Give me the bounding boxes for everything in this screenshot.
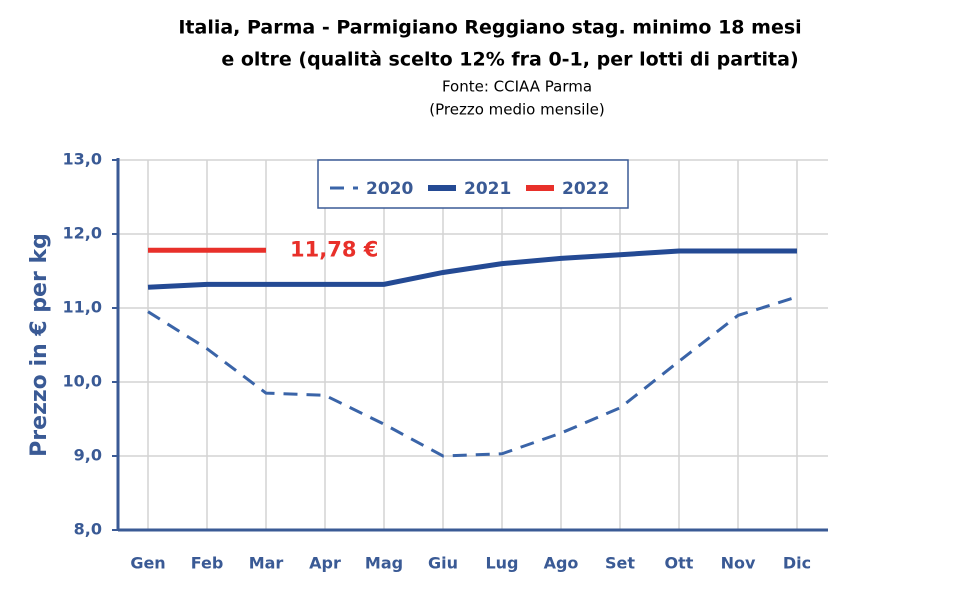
line-series — [147, 248, 797, 290]
y-axis-label: Prezzo in € per kg — [27, 233, 52, 457]
annotation: 11,78 € — [290, 237, 378, 261]
x-tick-label: Dic — [783, 554, 811, 573]
y-tick-label: 13,0 — [63, 150, 102, 169]
subtitle: Fonte: CCIAA Parma — [442, 78, 592, 96]
legend-label: 2022 — [562, 179, 609, 199]
y-tick-label: 10,0 — [63, 372, 102, 391]
x-tick-label: Mag — [365, 554, 403, 573]
x-tick-label: Gen — [130, 554, 165, 573]
chart-title: Italia, Parma - Parmigiano Reggiano stag… — [178, 17, 801, 39]
y-tick-label: 12,0 — [63, 224, 102, 243]
x-tick-label: Nov — [721, 554, 756, 573]
x-tick-label: Feb — [191, 554, 224, 573]
x-tick-label: Ott — [665, 554, 694, 573]
x-tick-label: Mar — [249, 554, 284, 573]
line-series — [147, 295, 798, 458]
x-tick-label: Ago — [544, 554, 579, 573]
x-tick-label: Set — [605, 554, 635, 573]
x-tick-label: Giu — [428, 554, 458, 573]
x-tick-label: Lug — [485, 554, 518, 573]
x-tick-label: Apr — [309, 554, 341, 573]
legend-box — [317, 159, 629, 209]
legend-label: 2021 — [464, 179, 511, 199]
chart-title: e oltre (qualità scelto 12% fra 0-1, per… — [221, 49, 798, 71]
legend-label: 2020 — [366, 179, 413, 199]
subtitle: (Prezzo medio mensile) — [429, 101, 604, 119]
y-tick-label: 11,0 — [63, 298, 102, 317]
y-tick-label: 9,0 — [74, 446, 102, 465]
y-tick-label: 8,0 — [74, 520, 102, 539]
